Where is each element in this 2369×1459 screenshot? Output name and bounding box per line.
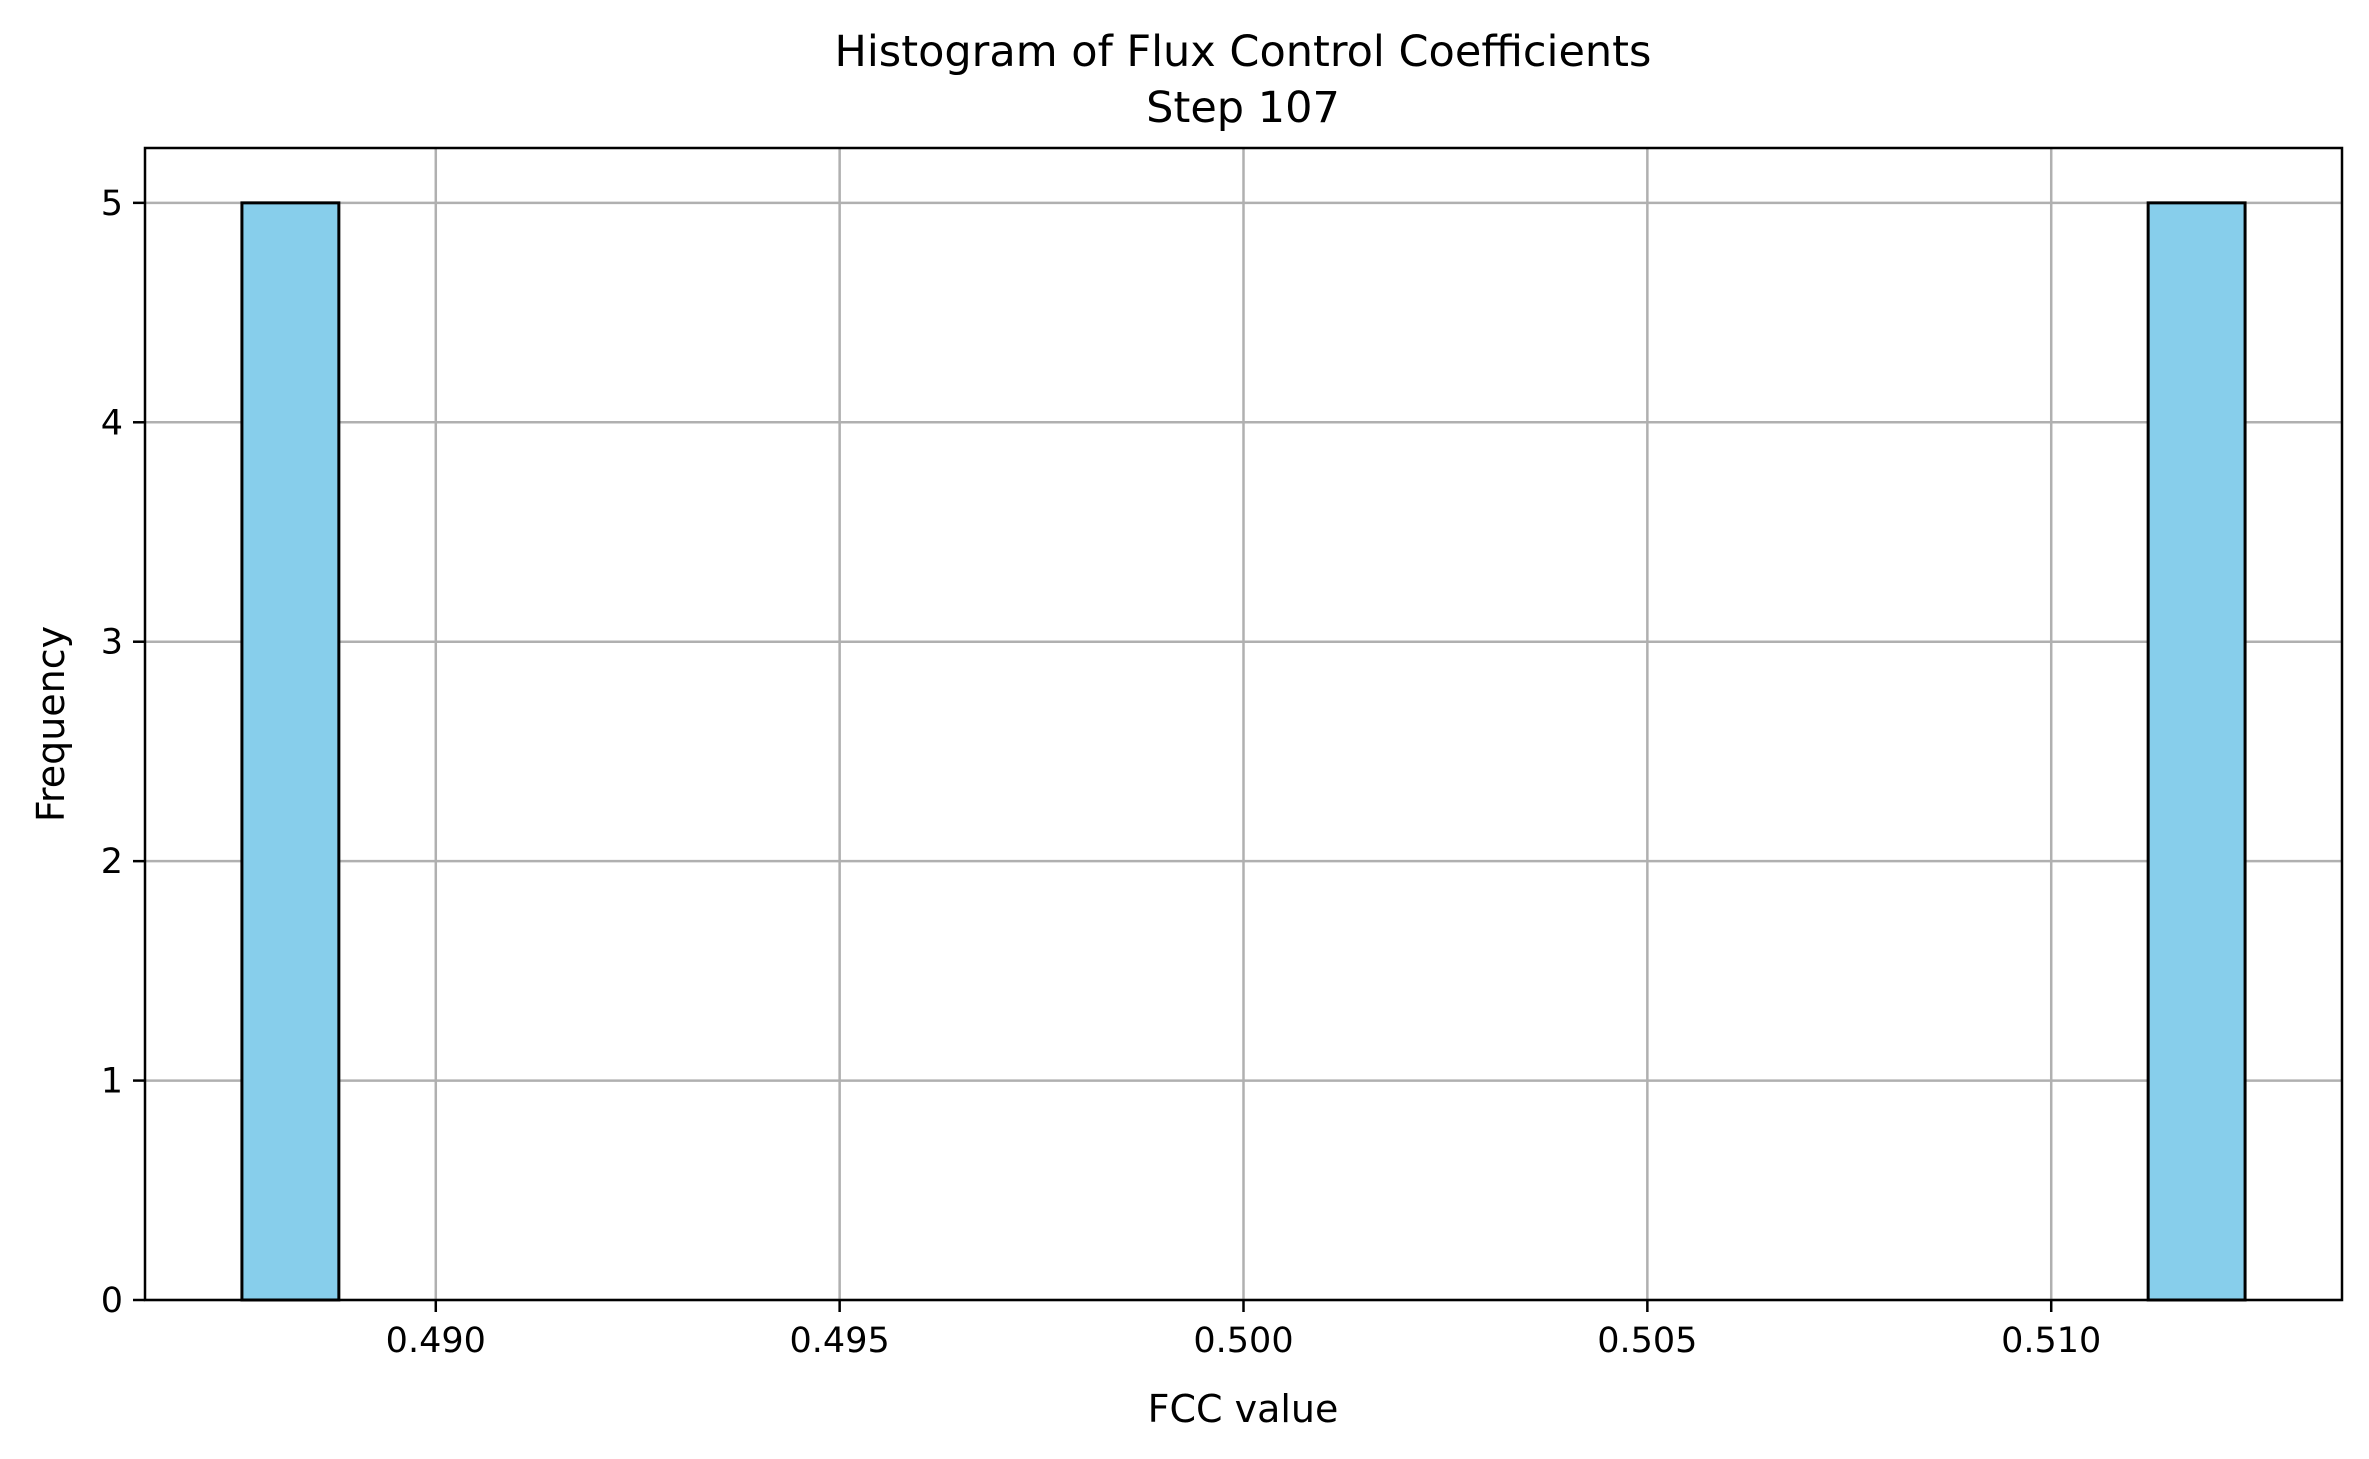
- x-tick-label: 0.500: [1193, 1321, 1293, 1361]
- y-tick-label: 1: [101, 1062, 123, 1102]
- histogram-bar-2: [2146, 201, 2247, 1302]
- chart-subtitle: Step 107: [1146, 83, 1340, 133]
- y-tick-label: 0: [101, 1281, 123, 1321]
- y-tick-label: 4: [101, 403, 123, 443]
- y-axis-label: Frequency: [29, 626, 73, 822]
- y-tick-label: 3: [101, 623, 123, 663]
- ticks-layer: 0.490 0.495 0.500 0.505 0.510 0 1 2 3 4 5: [101, 184, 2102, 1361]
- x-tick-label: 0.490: [386, 1321, 486, 1361]
- y-tick-label: 2: [101, 842, 123, 882]
- y-tick-label: 5: [101, 184, 123, 224]
- bars-layer: [240, 201, 2247, 1302]
- histogram-bar-1: [240, 201, 341, 1302]
- x-tick-label: 0.505: [1597, 1321, 1697, 1361]
- chart-title: Histogram of Flux Control Coefficients: [835, 27, 1652, 77]
- x-axis-label: FCC value: [1148, 1387, 1339, 1431]
- x-tick-label: 0.495: [790, 1321, 890, 1361]
- x-tick-label: 0.510: [2001, 1321, 2101, 1361]
